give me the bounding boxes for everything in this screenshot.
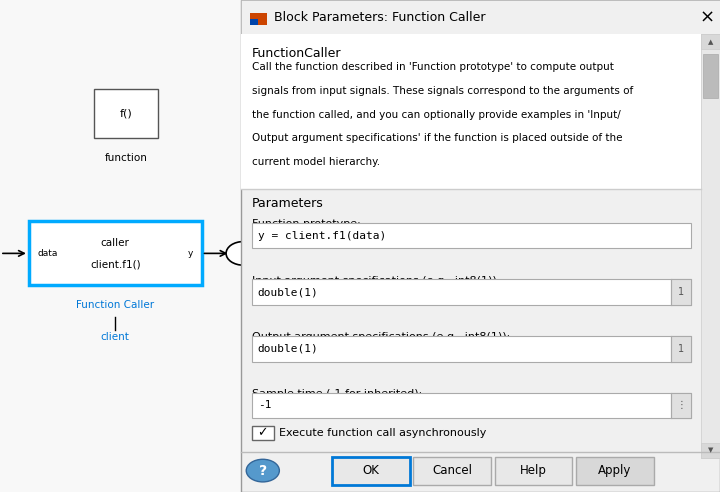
Circle shape [226, 242, 261, 265]
Text: Block Parameters: Function Caller: Block Parameters: Function Caller [274, 11, 485, 24]
Text: ×: × [699, 8, 715, 26]
Text: data: data [37, 249, 58, 258]
FancyBboxPatch shape [29, 221, 202, 285]
Text: ▼: ▼ [708, 447, 714, 453]
Text: -1: -1 [258, 400, 271, 410]
FancyBboxPatch shape [495, 457, 572, 485]
Text: Call the function described in 'Function prototype' to compute output: Call the function described in 'Function… [252, 62, 614, 72]
Text: client: client [101, 332, 130, 342]
Text: double(1): double(1) [258, 287, 318, 297]
Circle shape [246, 460, 279, 482]
Text: caller: caller [101, 238, 130, 247]
Text: Cancel: Cancel [432, 464, 472, 477]
Text: y: y [188, 249, 193, 258]
FancyBboxPatch shape [671, 279, 691, 305]
FancyBboxPatch shape [241, 0, 720, 492]
FancyBboxPatch shape [0, 0, 241, 492]
FancyBboxPatch shape [94, 89, 158, 138]
Text: f(): f() [120, 108, 132, 118]
Text: y = client.f1(data): y = client.f1(data) [258, 231, 386, 241]
FancyBboxPatch shape [703, 54, 718, 98]
Text: Apply: Apply [598, 464, 631, 477]
FancyBboxPatch shape [252, 336, 691, 362]
FancyBboxPatch shape [701, 34, 720, 458]
FancyBboxPatch shape [332, 457, 410, 485]
FancyBboxPatch shape [413, 457, 491, 485]
Text: OK: OK [362, 464, 379, 477]
FancyBboxPatch shape [252, 279, 691, 305]
Text: 1: 1 [678, 287, 684, 297]
FancyBboxPatch shape [252, 223, 691, 248]
FancyBboxPatch shape [252, 426, 274, 440]
FancyBboxPatch shape [701, 34, 720, 49]
Text: FunctionCaller: FunctionCaller [252, 47, 341, 60]
FancyBboxPatch shape [250, 13, 267, 25]
Text: ?: ? [258, 463, 267, 478]
Text: double(1): double(1) [258, 344, 318, 354]
Text: client.f1(): client.f1() [90, 259, 140, 269]
FancyBboxPatch shape [671, 393, 691, 418]
Text: function: function [104, 153, 148, 162]
Text: Help: Help [520, 464, 547, 477]
Text: signals from input signals. These signals correspond to the arguments of: signals from input signals. These signal… [252, 86, 634, 96]
FancyBboxPatch shape [701, 443, 720, 458]
Text: 1: 1 [678, 344, 684, 354]
Text: 1: 1 [240, 248, 247, 258]
Text: Sample time (-1 for inherited):: Sample time (-1 for inherited): [252, 389, 422, 399]
Text: Function prototype:: Function prototype: [252, 219, 361, 229]
Text: Execute function call asynchronously: Execute function call asynchronously [279, 428, 487, 438]
FancyBboxPatch shape [671, 336, 691, 362]
FancyBboxPatch shape [241, 34, 701, 189]
FancyBboxPatch shape [576, 457, 654, 485]
Text: ⋮: ⋮ [676, 400, 686, 410]
Text: Parameters: Parameters [252, 197, 324, 210]
Text: current model hierarchy.: current model hierarchy. [252, 157, 380, 167]
Text: Output argument specifications (e.g., int8(1)):: Output argument specifications (e.g., in… [252, 332, 510, 342]
FancyBboxPatch shape [241, 0, 720, 34]
Text: Output argument specifications' if the function is placed outside of the: Output argument specifications' if the f… [252, 133, 623, 143]
FancyBboxPatch shape [250, 19, 258, 25]
Text: ✓: ✓ [258, 427, 268, 439]
Text: the function called, and you can optionally provide examples in 'Input/: the function called, and you can optiona… [252, 110, 621, 120]
Text: Input argument specifications (e.g., int8(1)):: Input argument specifications (e.g., int… [252, 276, 500, 285]
Text: Function Caller: Function Caller [76, 300, 154, 310]
FancyBboxPatch shape [252, 393, 691, 418]
Text: ▲: ▲ [708, 39, 714, 45]
